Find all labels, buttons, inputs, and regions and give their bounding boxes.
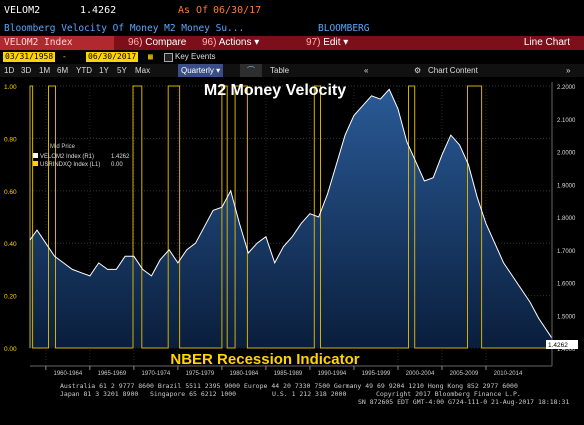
ticker-label: VELOM2 [4,5,41,16]
x-tick-label: 1975-1979 [186,371,215,377]
legend-label-recession: USRINDXQ Index (L1) [40,162,100,168]
right-tick-label: 1.7000 [557,249,576,255]
description-row: Bloomberg Velocity Of Money M2 Money Su.… [0,22,584,36]
legend-swatch-velocity [33,153,38,158]
chart-content-button[interactable]: Chart Content [428,66,478,75]
x-axis: 1960-1964 1965-1969 1970-1974 1975-1979 1980… [30,365,552,377]
gear-icon[interactable]: ⚙ [414,66,422,75]
date-range-row: 03/31/1958 - 06/30/2017 ▦ Key Events [0,51,584,63]
period-max[interactable]: Max [135,66,151,75]
period-toolbar: 1D 3D 1M 6M YTD 1Y 5Y Max Quarterly ▾ ⌒ … [0,64,584,77]
right-tick-label: 2.1000 [557,118,576,124]
left-tick-label: 0.00 [4,346,17,353]
period-1d[interactable]: 1D [4,66,15,75]
x-tick-label: 1985-1989 [274,371,303,377]
legend-header: Mid Price [50,144,76,150]
left-tick-label: 0.80 [4,136,17,143]
last-price: 1.4262 [80,5,117,16]
key-events-checkbox[interactable] [164,53,173,62]
asof-label: As Of [178,5,209,16]
asof-date: 06/30/17 [213,5,262,16]
legend-swatch-recession [33,161,38,166]
edit-button[interactable]: 97) Edit ▾ [306,37,349,48]
x-tick-label: 1980-1984 [230,371,259,377]
velocity-area-fill [30,89,552,349]
x-tick-label: 1960-1964 [54,371,83,377]
left-tick-label: 0.20 [4,294,17,301]
right-tick-label: 1.5000 [557,314,576,320]
security-description: Bloomberg Velocity Of Money M2 Money Su.… [4,23,245,34]
right-tick-label: 1.4000 [557,347,576,353]
period-ytd[interactable]: YTD [76,66,92,75]
security-field[interactable]: VELOM2 Index [0,36,114,50]
velocity-line [29,88,553,339]
x-tick-label: 2010-2014 [494,371,523,377]
compare-button[interactable]: 96) Compare [128,37,187,48]
key-events-label: Key Events [175,52,216,61]
legend-value-velocity: 1.4262 [111,154,130,160]
footer-copyright: Copyright 2017 Bloomberg Finance L.P. [376,390,521,398]
period-3d[interactable]: 3D [21,66,32,75]
last-value-label: 1.4262 [548,342,568,349]
left-tick-label: 0.60 [4,189,17,196]
x-tick-label: 1995-1999 [362,371,391,377]
x-tick-label: 2005-2009 [450,371,479,377]
x-tick-label: 1965-1969 [98,371,127,377]
right-axis: 1.4000 1.5000 1.6000 1.7000 1.8000 1.9000 2.00… [551,82,576,366]
actions-button[interactable]: 96) Actions ▾ [202,37,260,48]
right-tick-label: 2.0000 [557,151,576,157]
footer-us: U.S. 1 212 318 2000 [272,390,347,398]
left-tick-label: 1.00 [4,84,17,91]
legend: Mid Price VELOM2 Index (R1) 1.4262 USRIN… [33,144,130,168]
x-tick-label: 1990-1994 [318,371,347,377]
period-1m[interactable]: 1M [39,66,51,75]
period-5y[interactable]: 5Y [117,66,127,75]
x-tick-label: 1970-1974 [142,371,171,377]
chevron-down-icon: ▾ [254,37,260,48]
left-axis: 0.00 0.20 0.40 0.60 0.80 1.00 [4,84,17,353]
function-toolbar: VELOM2 Index 96) Compare 96) Actions ▾ 9… [0,36,584,50]
recession-indicator-line [29,85,552,349]
double-chevron-left-icon[interactable]: « [364,66,369,75]
footer-session: SN 872605 EDT GMT-4:00 G724-111-0 21-Aug… [358,398,570,406]
source-label: BLOOMBERG [318,23,370,34]
right-tick-label: 1.8000 [557,216,576,222]
table-button[interactable]: Table [270,66,290,75]
calendar-icon[interactable]: ▦ [148,52,153,61]
chevron-down-icon: ▾ [343,37,349,48]
footer-singapore: Singapore 65 6212 1000 [150,390,237,398]
chart-title: M2 Money Velocity [204,82,346,99]
period-1y[interactable]: 1Y [99,66,109,75]
line-chart-icon[interactable]: ⌒ [240,64,262,77]
recession-annotation: NBER Recession Indicator [170,351,359,368]
chart-area: 1960-1964 1965-1969 1970-1974 1975-1979 1980… [0,78,584,421]
end-date-input[interactable]: 06/30/2017 [86,52,139,62]
chevron-down-icon: ▾ [216,66,221,75]
start-date-input[interactable]: 03/31/1958 [3,52,56,62]
x-tick-label: 2000-2004 [406,371,435,377]
security-header: VELOM2 1.4262 As Of 06/30/17 [0,0,584,22]
footer-contacts-1: Australia 61 2 9777 8600 Brazil 5511 239… [60,382,518,390]
right-tick-label: 1.9000 [557,183,576,189]
legend-value-recession: 0.00 [111,162,123,168]
chart-type-label[interactable]: Line Chart [523,37,570,48]
velocity-chart: 1960-1964 1965-1969 1970-1974 1975-1979 1980… [4,78,578,377]
legend-label-velocity: VELOM2 Index (R1) [40,154,94,160]
period-6m[interactable]: 6M [57,66,69,75]
left-tick-label: 0.40 [4,241,17,248]
footer-japan: Japan 81 3 3201 8900 [60,390,139,398]
date-dash: - [62,52,67,61]
right-tick-label: 1.6000 [557,282,576,288]
right-tick-label: 2.2000 [557,85,576,91]
double-chevron-right-icon[interactable]: » [566,66,571,75]
frequency-select[interactable]: Quarterly ▾ [178,64,224,77]
last-value-tag [546,340,578,349]
